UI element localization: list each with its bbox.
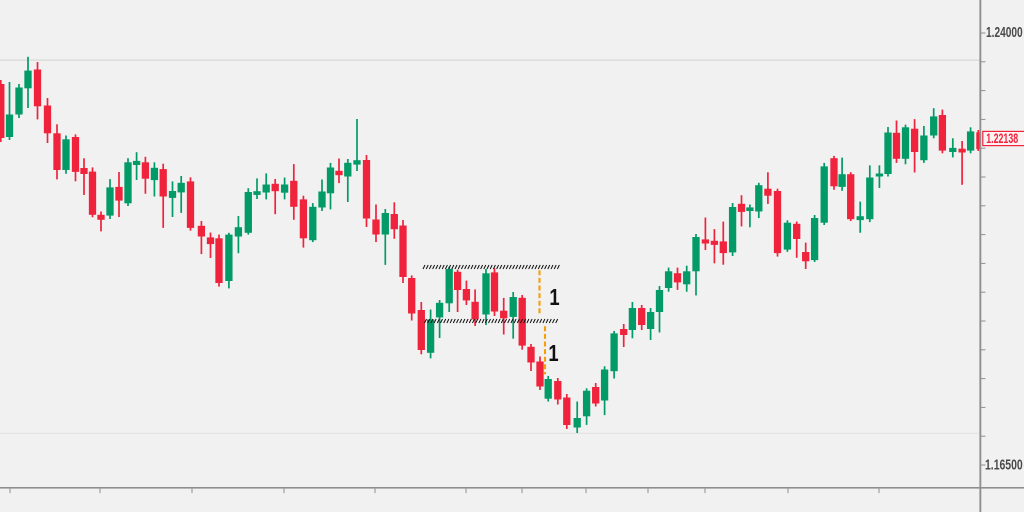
svg-text:1.22138: 1.22138 xyxy=(986,133,1018,147)
svg-text:1: 1 xyxy=(549,285,559,310)
svg-text:1.16500: 1.16500 xyxy=(985,457,1023,473)
svg-text:1.24000: 1.24000 xyxy=(986,24,1023,40)
svg-text:1: 1 xyxy=(548,341,558,366)
